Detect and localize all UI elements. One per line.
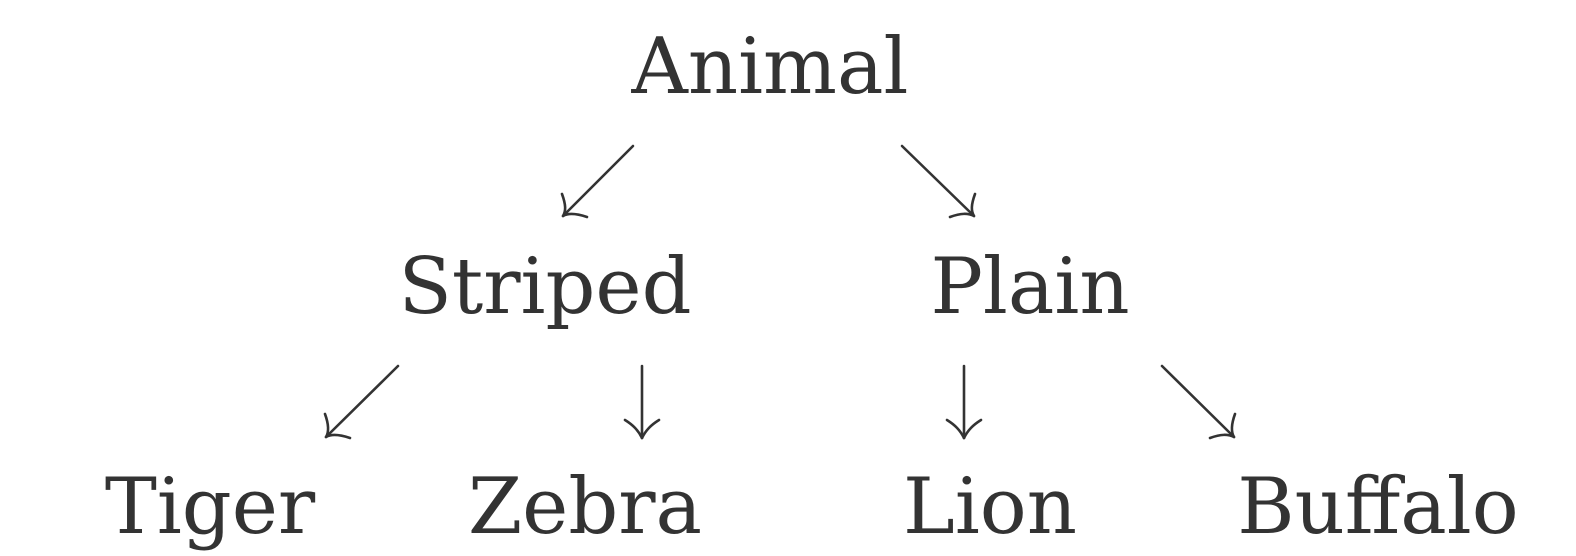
edge-striped-zebra <box>623 364 661 440</box>
edge-plain-buffalo <box>1160 364 1237 440</box>
node-lion: Lion <box>903 462 1077 552</box>
node-zebra: Zebra <box>467 462 703 552</box>
node-striped: Striped <box>398 242 692 332</box>
node-plain: Plain <box>930 242 1130 332</box>
edge-animal-plain <box>900 144 977 219</box>
edge-animal-striped <box>560 144 635 219</box>
node-buffalo: Buffalo <box>1237 462 1519 552</box>
edge-plain-lion <box>945 364 983 440</box>
edge-striped-tiger <box>323 364 400 440</box>
node-animal: Animal <box>631 22 909 112</box>
node-tiger: Tiger <box>104 462 316 552</box>
